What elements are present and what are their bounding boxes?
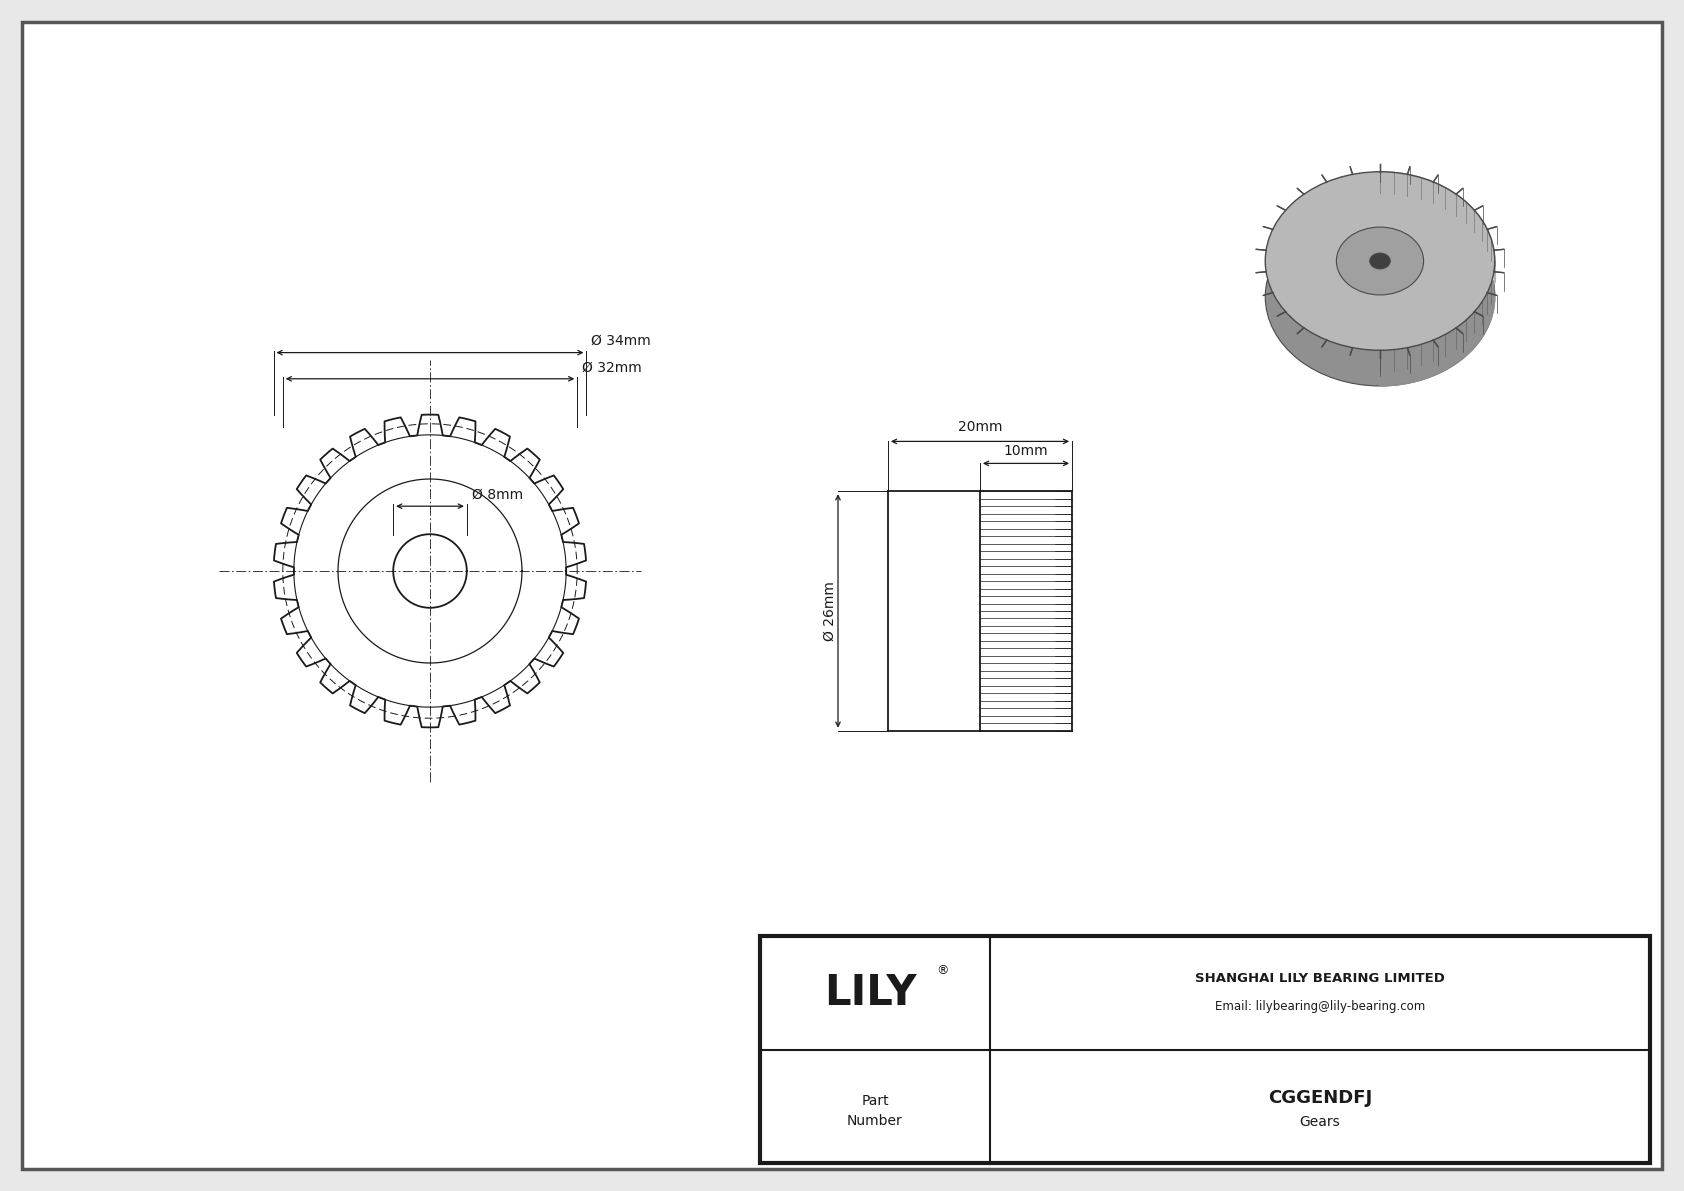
Ellipse shape xyxy=(1265,172,1495,350)
Ellipse shape xyxy=(1265,207,1495,386)
Text: CGGENDFJ: CGGENDFJ xyxy=(1268,1090,1372,1108)
Text: Email: lilybearing@lily-bearing.com: Email: lilybearing@lily-bearing.com xyxy=(1214,1000,1425,1014)
Text: Gears: Gears xyxy=(1300,1115,1340,1129)
Text: Ø 8mm: Ø 8mm xyxy=(472,488,524,503)
Text: Ø 26mm: Ø 26mm xyxy=(823,581,837,641)
Text: Ø 34mm: Ø 34mm xyxy=(591,333,652,348)
Bar xyxy=(759,936,1650,1162)
Polygon shape xyxy=(1379,172,1495,386)
Text: Part: Part xyxy=(861,1095,889,1109)
Text: Number: Number xyxy=(847,1115,903,1128)
Text: 10mm: 10mm xyxy=(1004,444,1049,459)
Text: 20mm: 20mm xyxy=(958,420,1002,435)
Text: SHANGHAI LILY BEARING LIMITED: SHANGHAI LILY BEARING LIMITED xyxy=(1196,972,1445,985)
Bar xyxy=(759,936,1650,1162)
Text: Ø 32mm: Ø 32mm xyxy=(583,361,642,375)
Text: ®: ® xyxy=(936,965,950,978)
Ellipse shape xyxy=(1369,252,1391,269)
Bar xyxy=(759,936,1650,1162)
Text: LILY: LILY xyxy=(823,972,916,1014)
Ellipse shape xyxy=(1337,227,1423,295)
